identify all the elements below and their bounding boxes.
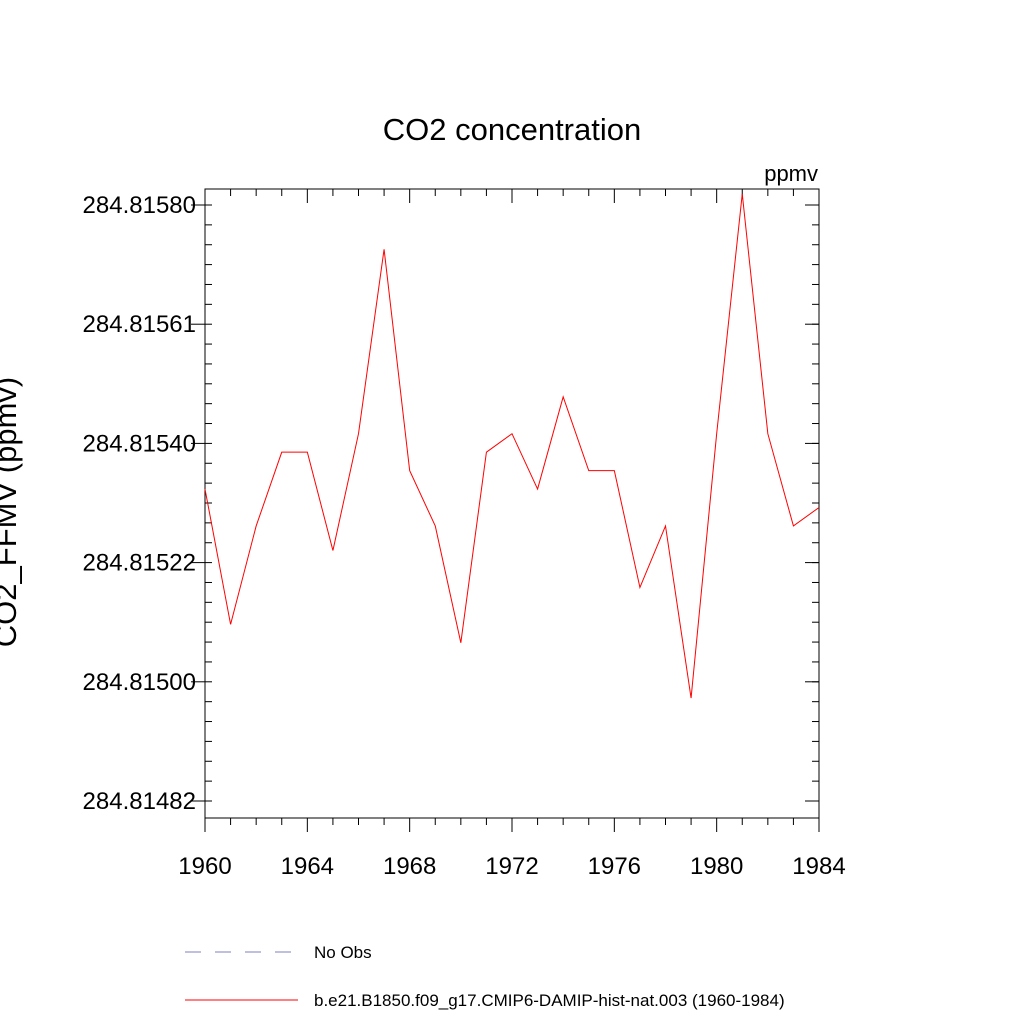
series-line [204, 193, 820, 699]
axes: 1960 1964 1968 1972 1976 1980 1984 284.81482 284… [83, 188, 846, 880]
x-tick-label: 1984 [792, 853, 845, 880]
y-tick-label: 284.81522 [83, 550, 196, 577]
chart-title: CO2 concentration [383, 112, 641, 147]
x-tick-label: 1960 [178, 853, 231, 880]
plot-frame [204, 188, 820, 819]
x-tick-label: 1972 [485, 853, 538, 880]
legend-label: b.e21.B1850.f09_g17.CMIP6-DAMIP-hist-nat… [314, 991, 785, 1010]
x-tick-label: 1968 [383, 853, 436, 880]
legend: No Obs b.e21.B1850.f09_g17.CMIP6-DAMIP-hi… [185, 943, 785, 1010]
y-tick-label: 284.81500 [83, 669, 196, 696]
x-tick-label: 1980 [690, 853, 743, 880]
units-label: ppmv [764, 161, 818, 186]
y-axis-label: CO2_FFMV (ppmv) [0, 377, 23, 647]
y-tick-label: 284.81580 [83, 192, 196, 219]
x-tick-label: 1964 [281, 853, 334, 880]
y-tick-label: 284.81482 [83, 788, 196, 815]
y-tick-label: 284.81561 [83, 311, 196, 338]
x-tick-label: 1976 [588, 853, 641, 880]
legend-label: No Obs [314, 943, 372, 962]
y-tick-label: 284.81540 [83, 430, 196, 457]
series-group [204, 193, 820, 699]
